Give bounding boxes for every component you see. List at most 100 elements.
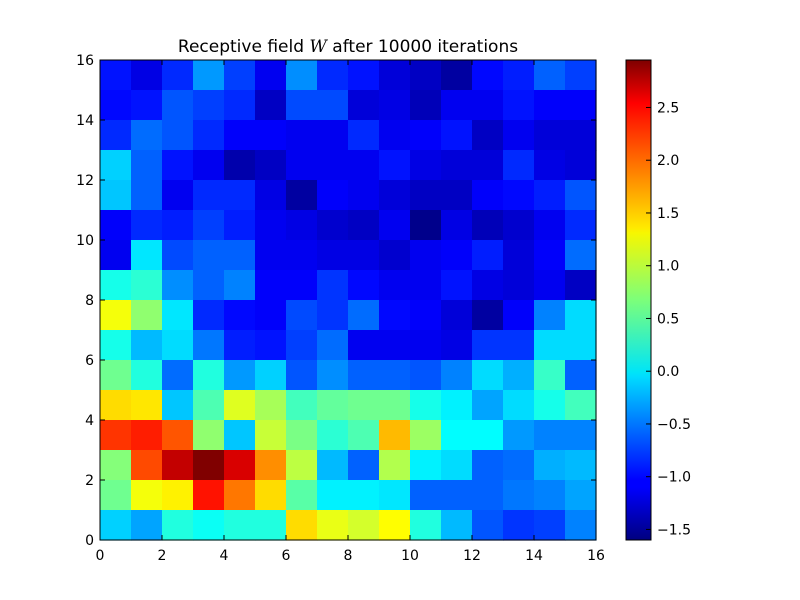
- heatmap-cell: [534, 60, 566, 91]
- heatmap-cell: [534, 210, 566, 241]
- heatmap-cell: [348, 150, 380, 181]
- heatmap-cell: [410, 480, 442, 511]
- heatmap-cell: [565, 90, 597, 121]
- colorbar-tick-label: 0.0: [657, 364, 679, 380]
- heatmap-cell: [224, 60, 256, 91]
- y-tick-label: 10: [76, 233, 94, 249]
- heatmap-cell: [317, 450, 349, 481]
- heatmap-cell: [565, 120, 597, 151]
- heatmap-cell: [131, 150, 163, 181]
- heatmap-cell: [131, 360, 163, 391]
- heatmap-cell: [255, 510, 287, 541]
- colorbar-ticks: −1.5 −1.0 −0.5 0.0 0.5 1.0 1.5 2.0 2.5: [646, 100, 691, 538]
- heatmap-cell: [348, 450, 380, 481]
- colorbar-tick-label: 0.5: [657, 311, 679, 327]
- x-tick-label: 0: [96, 548, 105, 564]
- heatmap-cell: [472, 240, 504, 271]
- heatmap-cell: [224, 510, 256, 541]
- heatmap-cell: [410, 120, 442, 151]
- heatmap-cell: [379, 300, 411, 331]
- heatmap-cell: [286, 330, 318, 361]
- heatmap-cell: [131, 90, 163, 121]
- heatmap-cell: [286, 390, 318, 421]
- heatmap-cell: [317, 90, 349, 121]
- heatmap-cell: [162, 330, 194, 361]
- heatmap-cell: [131, 450, 163, 481]
- y-tick-label: 8: [85, 293, 94, 309]
- heatmap-cell: [534, 450, 566, 481]
- heatmap-cell: [131, 390, 163, 421]
- heatmap-cell: [348, 360, 380, 391]
- heatmap-cell: [534, 300, 566, 331]
- heatmap-cell: [348, 270, 380, 301]
- heatmap-cell: [162, 480, 194, 511]
- heatmap-cell: [472, 300, 504, 331]
- heatmap-cell: [534, 120, 566, 151]
- heatmap-cell: [100, 120, 132, 151]
- heatmap-cell: [255, 300, 287, 331]
- heatmap-cell: [472, 360, 504, 391]
- heatmap-cell: [503, 210, 535, 241]
- heatmap-cell: [193, 150, 225, 181]
- heatmap-cell: [100, 150, 132, 181]
- heatmap-cell: [534, 330, 566, 361]
- heatmap-cell: [317, 210, 349, 241]
- heatmap-cell: [317, 240, 349, 271]
- heatmap-cell: [441, 90, 473, 121]
- heatmap-cell: [441, 180, 473, 211]
- heatmap-cell: [224, 480, 256, 511]
- heatmap-cell: [565, 240, 597, 271]
- heatmap-cell: [379, 510, 411, 541]
- heatmap-cell: [441, 240, 473, 271]
- heatmap-cell: [131, 270, 163, 301]
- heatmap-cell: [317, 300, 349, 331]
- heatmap-cell: [565, 390, 597, 421]
- heatmap-cell: [379, 390, 411, 421]
- heatmap-cell: [193, 300, 225, 331]
- heatmap-cell: [224, 270, 256, 301]
- heatmap-cell: [534, 240, 566, 271]
- heatmap-cell: [348, 330, 380, 361]
- heatmap-cell: [100, 360, 132, 391]
- heatmap-cell: [255, 270, 287, 301]
- x-tick-label: 4: [220, 548, 229, 564]
- heatmap-cell: [286, 510, 318, 541]
- heatmap-cell: [286, 300, 318, 331]
- heatmap-cell: [472, 450, 504, 481]
- heatmap-cell: [534, 510, 566, 541]
- heatmap-cell: [565, 330, 597, 361]
- heatmap-cell: [441, 450, 473, 481]
- heatmap-cell: [379, 120, 411, 151]
- heatmap-cell: [410, 60, 442, 91]
- heatmap-cell: [565, 450, 597, 481]
- title-variable: W: [309, 37, 328, 57]
- heatmap-cell: [286, 120, 318, 151]
- heatmap-cell: [472, 390, 504, 421]
- x-axis-ticks: 0 2 4 6 8 10 12 14 16: [96, 60, 605, 564]
- heatmap-cell: [255, 330, 287, 361]
- heatmap-cell: [162, 390, 194, 421]
- heatmap-cell: [317, 330, 349, 361]
- heatmap-cell: [503, 360, 535, 391]
- heatmap-cell: [100, 330, 132, 361]
- heatmap-cell: [503, 120, 535, 151]
- heatmap-cell: [565, 60, 597, 91]
- heatmap-cell: [255, 390, 287, 421]
- heatmap-cell: [565, 510, 597, 541]
- heatmap-cell: [162, 90, 194, 121]
- heatmap-cell: [224, 90, 256, 121]
- heatmap-cell: [193, 450, 225, 481]
- colorbar-tick-label: 2.0: [657, 153, 679, 169]
- heatmap-cell: [379, 150, 411, 181]
- heatmap-cell: [472, 120, 504, 151]
- heatmap-cell: [193, 120, 225, 151]
- heatmap-cell: [131, 210, 163, 241]
- heatmap-cell: [503, 60, 535, 91]
- heatmap-cell: [410, 180, 442, 211]
- heatmap-cell: [503, 390, 535, 421]
- heatmap-cell: [131, 60, 163, 91]
- heatmap-cell: [286, 60, 318, 91]
- heatmap-cell: [410, 360, 442, 391]
- heatmap-cell: [162, 240, 194, 271]
- heatmap-cell: [100, 60, 132, 91]
